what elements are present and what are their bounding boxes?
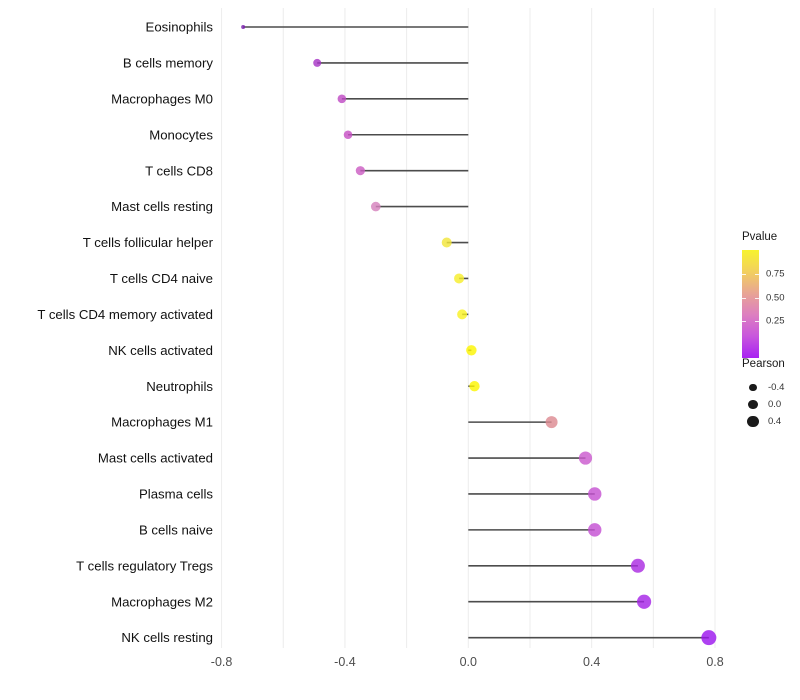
pearson-legend-item: 0.4	[742, 413, 785, 430]
y-axis-label: Plasma cells	[139, 487, 213, 502]
lollipop-dot	[701, 630, 717, 646]
y-axis-label: Neutrophils	[146, 379, 213, 394]
x-axis-tick-label: 0.8	[706, 655, 723, 669]
pvalue-tick-label: 0.75	[766, 268, 785, 280]
pvalue-tick-notch	[742, 274, 746, 275]
pvalue-tick-label: 0.25	[766, 315, 785, 327]
lollipop-dot	[241, 25, 246, 29]
x-axis-tick-label: 0.0	[460, 655, 477, 669]
lollipop-dot	[343, 130, 353, 140]
lollipop-dot	[441, 237, 452, 248]
lollipop-dot	[457, 309, 468, 320]
pvalue-tick-notch	[742, 321, 746, 322]
y-axis-label: Macrophages M2	[111, 594, 213, 609]
pvalue-tick-label: 0.50	[766, 292, 785, 304]
lollipop-dot	[337, 94, 347, 104]
y-axis-label: T cells CD8	[145, 163, 213, 178]
pearson-size-label: 0.0	[768, 399, 782, 410]
y-axis-label: NK cells activated	[108, 343, 213, 358]
y-axis-label: Monocytes	[149, 127, 213, 142]
y-axis-label: T cells CD4 naive	[110, 271, 213, 286]
pvalue-tick-notch	[755, 298, 759, 299]
pearson-size-dot	[748, 399, 758, 410]
pearson-size-dot	[747, 415, 759, 428]
y-axis-label: Macrophages M0	[111, 91, 213, 106]
lollipop-dot	[588, 523, 602, 537]
lollipop-dot	[636, 594, 652, 609]
y-axis-label: B cells memory	[123, 56, 214, 71]
pearson-size-label: 0.4	[768, 416, 782, 427]
pearson-legend: Pearson -0.4 0.0 0.4	[742, 358, 785, 430]
pvalue-legend-title: Pvalue	[742, 231, 778, 243]
lollipop-dot	[578, 451, 593, 465]
y-axis-label: NK cells resting	[121, 630, 213, 645]
y-axis-label: Eosinophils	[146, 20, 214, 35]
y-axis-label: Mast cells resting	[111, 199, 213, 214]
pearson-legend-item: -0.4	[742, 379, 785, 396]
lollipop-dot	[588, 487, 602, 501]
y-axis-label: T cells regulatory Tregs	[76, 558, 213, 573]
lollipop-dot	[370, 201, 381, 212]
x-axis-tick-label: -0.4	[334, 655, 356, 669]
lollipop-dot	[313, 58, 322, 67]
pvalue-colorbar	[742, 250, 759, 358]
x-axis-tick-label: 0.4	[583, 655, 600, 669]
lollipop-dot	[630, 558, 645, 573]
lollipop-dot	[545, 416, 558, 429]
pvalue-tick-notch	[755, 321, 759, 322]
lollipop-dot	[466, 345, 477, 356]
y-axis-label: B cells naive	[139, 522, 213, 537]
pvalue-legend: Pvalue 0.75 0.50 0.25	[742, 231, 785, 358]
pvalue-tick-notch	[755, 274, 759, 275]
y-axis-label: Macrophages M1	[111, 415, 213, 430]
x-axis-tick-label: -0.8	[211, 655, 233, 669]
lollipop-dot	[454, 273, 465, 284]
lollipop-dot	[355, 166, 365, 176]
y-axis-label: T cells CD4 memory activated	[37, 307, 213, 322]
lollipop-dot	[469, 381, 480, 392]
pearson-legend-item: 0.0	[742, 396, 785, 413]
pearson-size-dot	[749, 383, 757, 392]
pvalue-tick-notch	[742, 298, 746, 299]
pearson-size-label: -0.4	[768, 382, 785, 393]
pearson-legend-title: Pearson	[742, 358, 785, 370]
y-axis-label: Mast cells activated	[98, 451, 213, 466]
y-axis-label: T cells follicular helper	[83, 235, 214, 250]
pvalue-colorbar-wrap: 0.75 0.50 0.25	[742, 250, 785, 358]
